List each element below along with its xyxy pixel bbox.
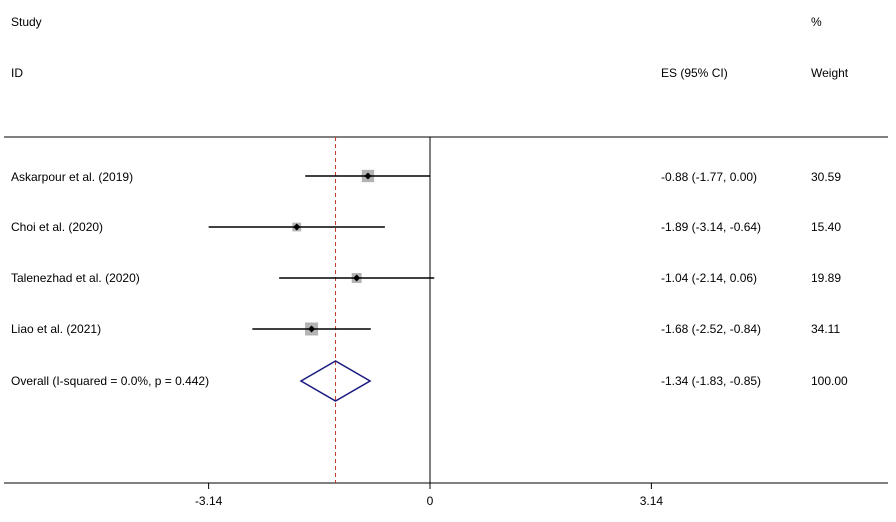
x-tick-label: 0 [427,494,434,508]
x-tick-label: 3.14 [640,494,664,508]
overall-diamond [301,361,370,401]
x-tick-label: -3.14 [195,494,223,508]
